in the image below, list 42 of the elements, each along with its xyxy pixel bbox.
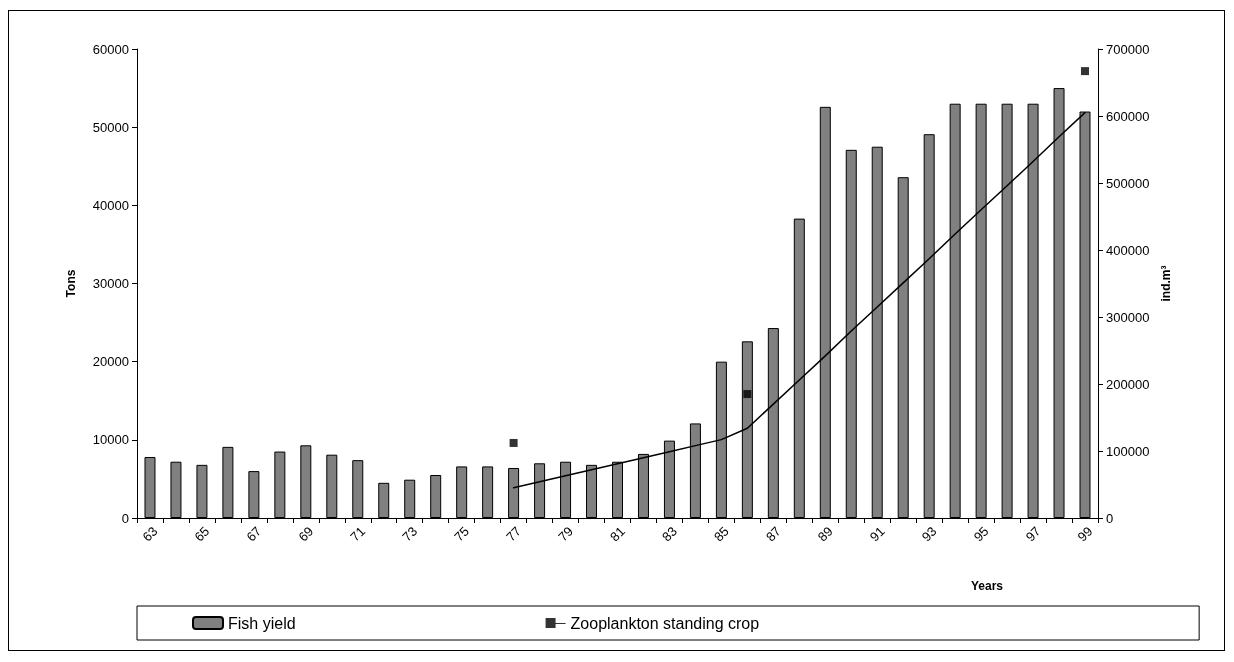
x-tick-label: 93 (918, 523, 940, 545)
x-tick-label: 63 (139, 523, 161, 545)
y-tick-label: 20000 (92, 354, 129, 370)
y2-axis-title: ind.m³ (1159, 265, 1174, 302)
x-tick-label: 77 (503, 523, 525, 545)
x-tick-label: 99 (1074, 523, 1096, 545)
x-tick-label: 67 (243, 523, 265, 545)
x-tick-label: 91 (866, 523, 888, 545)
x-tick-label: 69 (295, 523, 317, 545)
y2-tick-label: 400000 (1106, 242, 1150, 258)
x-tick-label: 89 (814, 523, 836, 545)
y-tick-label: 10000 (92, 432, 129, 448)
x-tick-label: 87 (762, 523, 784, 545)
point (743, 390, 752, 399)
x-tick-label: 73 (399, 523, 421, 545)
x-tick-label: 71 (347, 523, 369, 545)
y2-tick-label: 100000 (1106, 443, 1150, 459)
y2-tick-label: 0 (1106, 510, 1114, 526)
x-tick-label: 79 (555, 523, 576, 545)
x-tick-label: 85 (710, 523, 732, 545)
legend-label: Zooplankton standing crop (570, 614, 760, 632)
x-tick-label: 95 (970, 523, 992, 545)
x-axis-title: Years (970, 579, 1004, 593)
x-tick-label: 83 (659, 523, 680, 545)
y-axis-title: Tons (64, 269, 78, 298)
y2-tick-label: 300000 (1106, 309, 1150, 325)
point (1081, 67, 1090, 76)
y-tick-label: 30000 (92, 276, 129, 291)
x-tick-label: 75 (451, 523, 473, 545)
y2-tick-label: 500000 (1106, 175, 1150, 191)
x-tick-label: 65 (191, 523, 213, 545)
x-tick-label: 97 (1022, 523, 1044, 545)
y-tick-label: 50000 (92, 119, 129, 135)
x-tick-label: 81 (607, 523, 628, 545)
y-tick-label: 0 (121, 510, 129, 526)
y2-tick-label: 200000 (1106, 376, 1150, 392)
legend-label: Fish yield (228, 614, 296, 632)
y-tick-label: 60000 (92, 41, 129, 57)
y2-tick-label: 700000 (1106, 41, 1150, 57)
point (509, 438, 518, 447)
y2-tick-label: 600000 (1106, 108, 1150, 124)
y-tick-label: 40000 (92, 197, 129, 213)
